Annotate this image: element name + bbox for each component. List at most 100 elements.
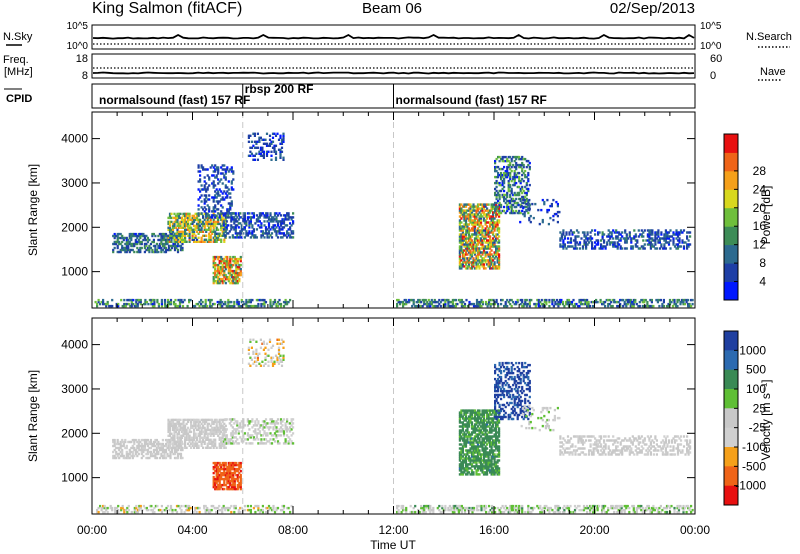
heatmap-cell	[601, 247, 604, 250]
heatmap-cell	[528, 161, 531, 165]
heatmap-cell	[286, 430, 289, 433]
heatmap-cell	[490, 215, 493, 218]
heatmap-cell	[603, 241, 606, 244]
heatmap-cell	[166, 452, 169, 456]
heatmap-cell	[173, 428, 176, 432]
heatmap-cell	[251, 234, 254, 237]
heatmap-cell	[608, 302, 611, 306]
heatmap-cell	[282, 220, 286, 223]
heatmap-cell	[482, 257, 486, 260]
heatmap-cell	[243, 432, 246, 435]
heatmap-cell	[260, 302, 263, 306]
heatmap-cell	[128, 234, 131, 238]
heatmap-cell	[239, 257, 242, 261]
heatmap-cell	[214, 230, 217, 233]
heatmap-cell	[190, 418, 193, 422]
heatmap-cell	[169, 244, 172, 248]
heatmap-cell	[212, 180, 215, 183]
heatmap-cell	[184, 418, 187, 422]
heatmap-cell	[660, 245, 663, 248]
heatmap-cell	[194, 426, 197, 430]
heatmap-cell	[649, 237, 652, 240]
heatmap-cell	[467, 247, 471, 250]
heatmap-cell	[96, 304, 99, 308]
heatmap-cell	[262, 342, 265, 345]
heatmap-cell	[472, 247, 475, 250]
heatmap-cell	[217, 192, 220, 195]
heatmap-cell	[427, 508, 430, 512]
heatmap-cell	[518, 197, 521, 201]
heatmap-cell	[229, 273, 232, 277]
heatmap-cell	[136, 298, 139, 302]
heatmap-cell	[174, 422, 178, 426]
heatmap-cell	[136, 240, 139, 244]
heatmap-cell	[469, 257, 472, 260]
heatmap-cell	[641, 300, 644, 304]
heatmap-cell	[249, 420, 252, 423]
heatmap-cell	[509, 175, 512, 179]
heatmap-cell	[170, 236, 173, 239]
heatmap-cell	[254, 234, 257, 237]
heatmap-cell	[193, 224, 196, 228]
heatmap-cell	[594, 245, 597, 248]
heatmap-cell	[176, 432, 179, 435]
heatmap-cell	[609, 237, 612, 240]
heatmap-cell	[521, 177, 524, 181]
heatmap-cell	[470, 247, 474, 250]
heatmap-cell	[607, 229, 610, 232]
heatmap-cell	[484, 237, 487, 240]
heatmap-cell	[177, 420, 181, 424]
heatmap-cell	[277, 356, 281, 359]
heatmap-cell	[202, 438, 205, 441]
heatmap-cell	[212, 238, 215, 241]
heatmap-cell	[491, 298, 494, 302]
heatmap-cell	[113, 440, 116, 444]
heatmap-cell	[139, 440, 142, 444]
heatmap-cell	[651, 245, 654, 248]
heatmap-cell	[461, 261, 464, 264]
heatmap-cell	[524, 175, 527, 179]
nsky-tick-bottom: 10^0	[67, 41, 89, 52]
heatmap-cell	[506, 167, 509, 171]
y-tick-label: 1000	[61, 265, 88, 279]
heatmap-cell	[138, 298, 141, 302]
heatmap-cell	[217, 469, 220, 473]
heatmap-cell	[466, 217, 469, 220]
heatmap-cell	[133, 448, 136, 452]
heatmap-cell	[220, 261, 223, 265]
heatmap-cell	[106, 302, 109, 306]
heatmap-cell	[229, 265, 232, 269]
heatmap-cell	[221, 168, 224, 171]
heatmap-cell	[479, 203, 483, 206]
heatmap-cell	[460, 249, 463, 252]
heatmap-cell	[262, 364, 265, 367]
heatmap-cell	[490, 253, 493, 256]
heatmap-cell	[461, 229, 464, 232]
heatmap-cell	[140, 456, 143, 460]
heatmap-cell	[161, 236, 164, 240]
heatmap-cell	[142, 234, 145, 238]
heatmap-cell	[270, 422, 274, 425]
heatmap-cell	[515, 157, 518, 161]
heatmap-cell	[503, 185, 506, 189]
heatmap-cell	[133, 506, 136, 510]
heatmap-cell	[575, 247, 579, 250]
heatmap-cell	[188, 300, 191, 304]
heatmap-cell	[220, 467, 223, 471]
heatmap-cell	[176, 232, 179, 235]
heatmap-cell	[423, 508, 426, 512]
heatmap-cell	[153, 510, 156, 514]
heatmap-cell	[167, 246, 171, 250]
heatmap-cell	[133, 454, 136, 458]
heatmap-cell	[478, 233, 481, 236]
heatmap-cell	[139, 236, 142, 240]
heatmap-cell	[228, 418, 231, 421]
heatmap-cell	[130, 248, 133, 252]
heatmap-cell	[163, 298, 167, 302]
heatmap-cell	[648, 241, 651, 244]
heatmap-cell	[597, 231, 600, 234]
heatmap-cell	[480, 300, 483, 304]
heatmap-cell	[215, 475, 218, 479]
heatmap-cell	[521, 155, 524, 159]
heatmap-cell	[200, 228, 203, 231]
